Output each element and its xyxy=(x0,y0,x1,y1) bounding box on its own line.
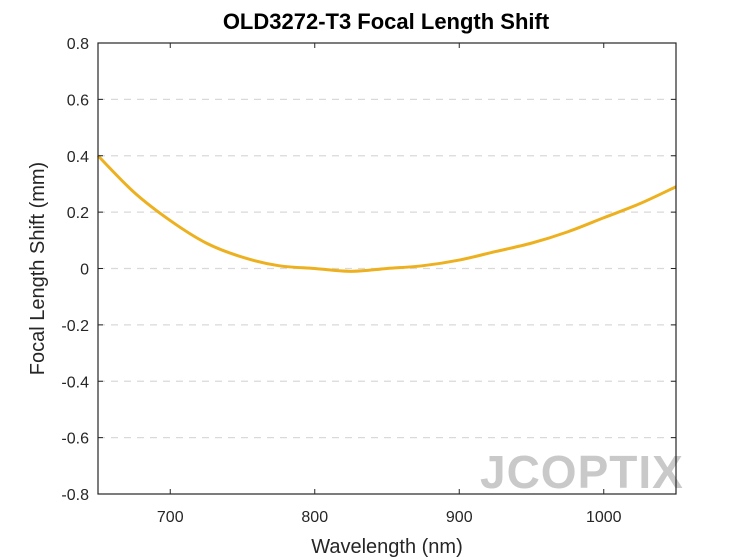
grid-lines xyxy=(98,98,676,439)
chart-title: OLD3272-T3 Focal Length Shift xyxy=(223,9,550,34)
x-axis-label: Wavelength (nm) xyxy=(311,536,463,558)
x-axis-ticks: 700 800 900 1000 xyxy=(157,43,622,526)
x-tick-label: 700 xyxy=(157,509,184,526)
x-tick-label: 800 xyxy=(301,509,328,526)
x-tick-label: 1000 xyxy=(586,509,622,526)
y-axis-label: Focal Length Shift (mm) xyxy=(27,162,49,375)
x-tick-label: 900 xyxy=(446,509,473,526)
y-tick-label: -0.6 xyxy=(61,431,89,448)
y-tick-label: 0.6 xyxy=(67,92,89,109)
y-tick-label: 0.2 xyxy=(67,205,89,222)
watermark-logo: JCOPTIX xyxy=(480,446,684,498)
y-tick-label: -0.2 xyxy=(61,318,89,335)
y-tick-label: -0.8 xyxy=(61,487,89,504)
series-layer xyxy=(96,154,677,273)
y-tick-label: 0 xyxy=(80,262,89,279)
y-tick-label: 0.8 xyxy=(67,36,89,53)
y-axis-ticks: -0.8 -0.6 -0.4 -0.2 0 0.2 0.4 0.6 0.8 xyxy=(61,36,676,504)
series-line xyxy=(96,154,677,273)
y-tick-label: 0.4 xyxy=(67,149,89,166)
y-tick-label: -0.4 xyxy=(61,374,89,391)
